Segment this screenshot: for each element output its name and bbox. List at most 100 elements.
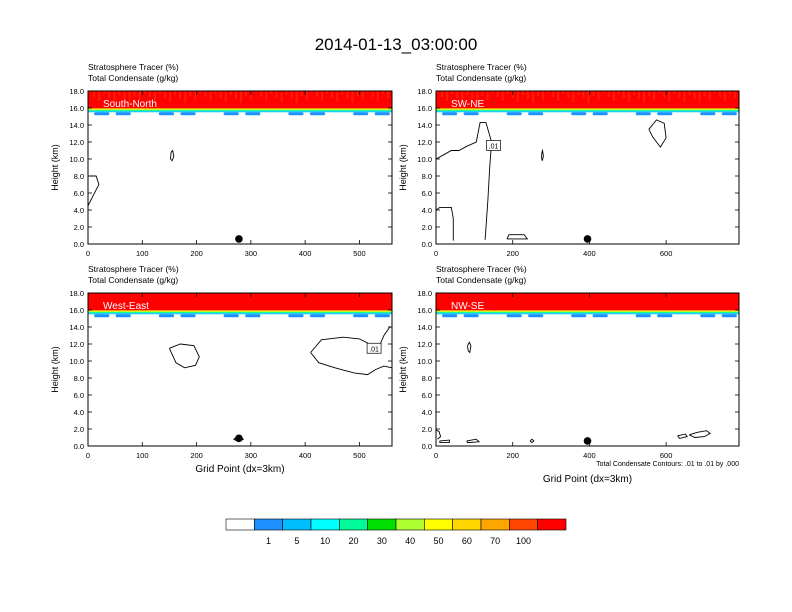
tracer-streak	[270, 91, 273, 94]
colorbar-label: 40	[405, 536, 415, 546]
tracer-streak	[194, 91, 197, 100]
y-tick-label: 12.0	[69, 138, 84, 147]
tracer-lobe	[223, 314, 239, 318]
tracer-band	[88, 111, 392, 113]
tracer-lobe	[442, 314, 458, 318]
y-tick-label: 0.0	[422, 442, 432, 451]
tracer-lobe	[374, 314, 390, 318]
tracer-band	[436, 109, 739, 111]
panel-label: South-North	[103, 99, 157, 110]
plot-frame	[435, 292, 740, 447]
panel-1: South-North 0.0 2.0 4.0 6.0 8.0 10.0 12.0 14.0 16…	[50, 62, 393, 258]
tracer-streak	[189, 91, 192, 96]
tracer-streak	[184, 91, 187, 103]
tracer-streak	[643, 91, 646, 103]
y-tick-label: 18.0	[417, 289, 432, 298]
x-tick-label: 400	[583, 249, 596, 258]
tracer-band	[436, 110, 739, 112]
colorbar-swatch	[537, 518, 567, 531]
colorbar-swatch	[367, 518, 397, 531]
tracer-streak	[562, 91, 565, 94]
tracer-lobe	[309, 314, 326, 318]
y-tick-label: 8.0	[74, 374, 84, 383]
x-tick-label: 400	[299, 451, 312, 460]
tracer-streak	[441, 91, 444, 97]
contour-label-box	[486, 140, 501, 151]
colorbar-label: 10	[320, 536, 330, 546]
y-tick-label: 18.0	[69, 87, 84, 96]
y-tick-label: 14.0	[417, 121, 432, 130]
tracer-lobe	[288, 112, 304, 116]
tracer-lobe	[309, 112, 326, 116]
condensate-contour	[436, 121, 493, 240]
tracer-streak	[326, 91, 329, 94]
tracer-streak	[446, 91, 449, 101]
y-tick-label: 8.0	[422, 172, 432, 181]
tracer-band	[88, 293, 392, 310]
tracer-lobe	[180, 314, 196, 318]
tracer-streak	[321, 91, 324, 101]
x-tick-label: 200	[190, 451, 203, 460]
tracer-streak	[471, 91, 474, 99]
tracer-lobe	[506, 112, 522, 116]
x-tick-label: 200	[190, 249, 203, 258]
tracer-streak	[209, 91, 212, 101]
tracer-streak	[592, 91, 595, 96]
condensate-contour	[466, 438, 481, 444]
tracer-streak	[366, 91, 369, 93]
tracer-streak	[123, 91, 126, 99]
tracer-band	[436, 111, 739, 113]
y-tick-label: 16.0	[417, 306, 432, 315]
y-tick-label: 8.0	[422, 374, 432, 383]
tracer-lobe	[592, 314, 608, 318]
tracer-streak	[496, 91, 499, 97]
tracer-streak	[461, 91, 464, 102]
tracer-streak	[617, 91, 620, 94]
tracer-streak	[361, 91, 364, 100]
figure-title: 2014-01-13_03:00:00	[315, 35, 478, 54]
tracer-streak	[265, 91, 268, 101]
tracer-streak	[577, 91, 580, 95]
header-condensate-label: Total Condensate (g/kg)	[436, 275, 526, 285]
tracer-streak	[627, 91, 630, 102]
plot-frame	[87, 292, 393, 447]
header-tracer-label: Stratosphere Tracer (%)	[88, 62, 179, 72]
tracer-lobe	[721, 314, 737, 318]
y-tick-label: 14.0	[69, 323, 84, 332]
colorbar-swatch	[452, 518, 482, 531]
panels: South-North 0.0 2.0 4.0 6.0 8.0 10.0 12.0 14.0 16…	[50, 62, 740, 485]
tracer-streak	[158, 91, 161, 94]
tracer-lobe	[94, 314, 110, 318]
tracer-streak	[153, 91, 156, 101]
tracer-streak	[204, 91, 207, 97]
tracer-band	[436, 108, 739, 110]
tracer-streak	[582, 91, 585, 99]
tracer-streak	[128, 91, 131, 103]
tracer-streak	[219, 91, 222, 98]
y-tick-label: 2.0	[422, 223, 432, 232]
tracer-streak	[164, 91, 166, 98]
tracer-streak	[260, 91, 263, 97]
tracer-band	[88, 110, 392, 112]
x-tick-label: 600	[660, 249, 673, 258]
panel-2: .01 SW-NE 0.0 2.0 4.0 6.0 8.0 10.0 12.0 14.0 16.0 1…	[398, 62, 740, 258]
tracer-streak	[648, 91, 651, 96]
y-tick-label: 16.0	[417, 104, 432, 113]
tracer-lobe	[288, 314, 304, 318]
colorbar-label: 30	[377, 536, 387, 546]
tracer-band	[436, 312, 739, 314]
tracer-lobe	[158, 314, 175, 318]
tracer-band	[88, 310, 392, 312]
tracer-lobe	[635, 112, 651, 116]
tracer-streak	[336, 91, 339, 102]
tracer-streak	[103, 91, 106, 94]
tracer-band	[436, 311, 739, 313]
x-tick-label: 500	[353, 451, 366, 460]
tracer-streak	[199, 91, 202, 93]
tracer-streak	[698, 91, 701, 103]
tracer-streak	[381, 91, 384, 94]
y-tick-label: 2.0	[74, 223, 84, 232]
tracer-lobe	[245, 314, 261, 318]
tracer-streak	[683, 91, 686, 102]
tracer-streak	[240, 91, 242, 103]
